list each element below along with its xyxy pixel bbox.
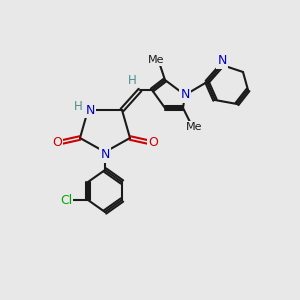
Text: H: H — [74, 100, 82, 113]
Text: H: H — [128, 74, 136, 86]
Text: Me: Me — [148, 55, 164, 65]
Text: N: N — [217, 55, 227, 68]
Text: Me: Me — [186, 122, 202, 132]
Text: N: N — [180, 88, 190, 101]
Text: N: N — [100, 148, 110, 161]
Text: O: O — [52, 136, 62, 148]
Text: N: N — [85, 103, 95, 116]
Text: O: O — [148, 136, 158, 148]
Text: Cl: Cl — [60, 194, 72, 206]
